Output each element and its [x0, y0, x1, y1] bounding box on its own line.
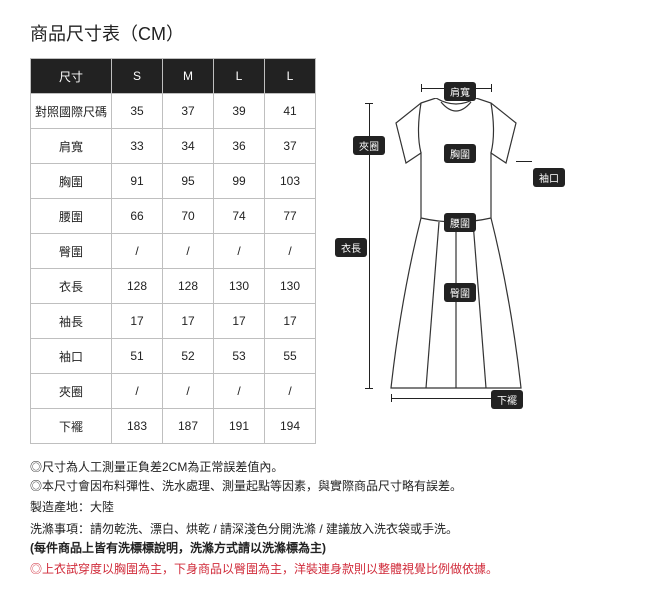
cell: 33: [112, 129, 163, 164]
ruler-tick: [421, 84, 422, 92]
cell: 52: [163, 339, 214, 374]
row-label: 腰圍: [31, 199, 112, 234]
cell: 128: [112, 269, 163, 304]
dress-diagram: 肩寬 夾圈 胸圍 袖口 腰圍 衣長 臀圍 下襬: [331, 78, 571, 438]
cell: 37: [163, 94, 214, 129]
cell: 17: [214, 304, 265, 339]
cell: 34: [163, 129, 214, 164]
header-l2: L: [265, 59, 316, 94]
cell: /: [163, 374, 214, 409]
table-row: 腰圍 66 70 74 77: [31, 199, 316, 234]
row-label: 夾圈: [31, 374, 112, 409]
cell: 37: [265, 129, 316, 164]
label-shoulder: 肩寬: [444, 82, 476, 101]
dress-icon: [381, 98, 531, 398]
row-label: 袖口: [31, 339, 112, 374]
table-row: 臀圍 / / / /: [31, 234, 316, 269]
ruler-tick: [491, 84, 492, 92]
cell: 17: [112, 304, 163, 339]
table-row: 夾圈 / / / /: [31, 374, 316, 409]
table-row: 衣長 128 128 130 130: [31, 269, 316, 304]
table-row: 胸圍 91 95 99 103: [31, 164, 316, 199]
cell: /: [265, 234, 316, 269]
row-label: 臀圍: [31, 234, 112, 269]
table-header-row: 尺寸 S M L L: [31, 59, 316, 94]
table-row: 肩寬 33 34 36 37: [31, 129, 316, 164]
label-waist: 腰圍: [444, 213, 476, 232]
page-title: 商品尺寸表（CM）: [30, 20, 620, 46]
cell: 36: [214, 129, 265, 164]
cell: 128: [163, 269, 214, 304]
header-l1: L: [214, 59, 265, 94]
cell: 95: [163, 164, 214, 199]
row-label: 胸圍: [31, 164, 112, 199]
cell: 41: [265, 94, 316, 129]
cell: 35: [112, 94, 163, 129]
note-origin: 製造產地：大陸: [30, 498, 620, 517]
cell: 39: [214, 94, 265, 129]
cell: /: [265, 374, 316, 409]
note-measure: ◎尺寸為人工測量正負差2CM為正常誤差值內。: [30, 458, 620, 477]
cell: 194: [265, 409, 316, 444]
notes: ◎尺寸為人工測量正負差2CM為正常誤差值內。 ◎本尺寸會因布料彈性、洗水處理、測…: [30, 458, 620, 579]
ruler-tick: [516, 161, 532, 162]
table-row: 對照國際尺碼 35 37 39 41: [31, 94, 316, 129]
row-label: 衣長: [31, 269, 112, 304]
cell: 74: [214, 199, 265, 234]
table-row: 下襬 183 187 191 194: [31, 409, 316, 444]
label-hem: 下襬: [491, 390, 523, 409]
ruler-length: [369, 103, 370, 388]
content-row: 尺寸 S M L L 對照國際尺碼 35 37 39 41 肩寬 33 34 3…: [30, 58, 620, 444]
header-m: M: [163, 59, 214, 94]
row-label: 袖長: [31, 304, 112, 339]
cell: 77: [265, 199, 316, 234]
note-wash-bold: (每件商品上皆有洗標標說明，洗滌方式請以洗滌標為主): [30, 539, 620, 558]
cell: 183: [112, 409, 163, 444]
cell: /: [214, 374, 265, 409]
cell: 191: [214, 409, 265, 444]
cell: 130: [265, 269, 316, 304]
ruler-tick: [365, 388, 373, 389]
cell: 66: [112, 199, 163, 234]
header-s: S: [112, 59, 163, 94]
table-row: 袖口 51 52 53 55: [31, 339, 316, 374]
ruler-tick: [391, 394, 392, 402]
cell: 187: [163, 409, 214, 444]
cell: 17: [265, 304, 316, 339]
note-variance: ◎本尺寸會因布料彈性、洗水處理、測量起點等因素，與實際商品尺寸略有誤差。: [30, 477, 620, 496]
header-size: 尺寸: [31, 59, 112, 94]
cell: 17: [163, 304, 214, 339]
size-table: 尺寸 S M L L 對照國際尺碼 35 37 39 41 肩寬 33 34 3…: [30, 58, 316, 444]
cell: /: [112, 234, 163, 269]
cell: 70: [163, 199, 214, 234]
label-cuff: 袖口: [533, 168, 565, 187]
cell: 99: [214, 164, 265, 199]
row-label: 下襬: [31, 409, 112, 444]
ruler-tick: [365, 103, 373, 104]
cell: 130: [214, 269, 265, 304]
row-label: 肩寬: [31, 129, 112, 164]
cell: 51: [112, 339, 163, 374]
cell: 91: [112, 164, 163, 199]
cell: 53: [214, 339, 265, 374]
cell: /: [163, 234, 214, 269]
note-wash: 洗滌事項：請勿乾洗、漂白、烘乾 / 請深淺色分開洗滌 / 建議放入洗衣袋或手洗。: [30, 520, 620, 539]
cell: 103: [265, 164, 316, 199]
cell: 55: [265, 339, 316, 374]
row-label: 對照國際尺碼: [31, 94, 112, 129]
cell: /: [112, 374, 163, 409]
note-fit: ◎上衣試穿度以胸圍為主，下身商品以臀圍為主，洋裝連身款則以整體視覺比例做依據。: [30, 560, 620, 579]
table-row: 袖長 17 17 17 17: [31, 304, 316, 339]
label-bust: 胸圍: [444, 144, 476, 163]
label-hip: 臀圍: [444, 283, 476, 302]
cell: /: [214, 234, 265, 269]
label-length: 衣長: [335, 238, 367, 257]
